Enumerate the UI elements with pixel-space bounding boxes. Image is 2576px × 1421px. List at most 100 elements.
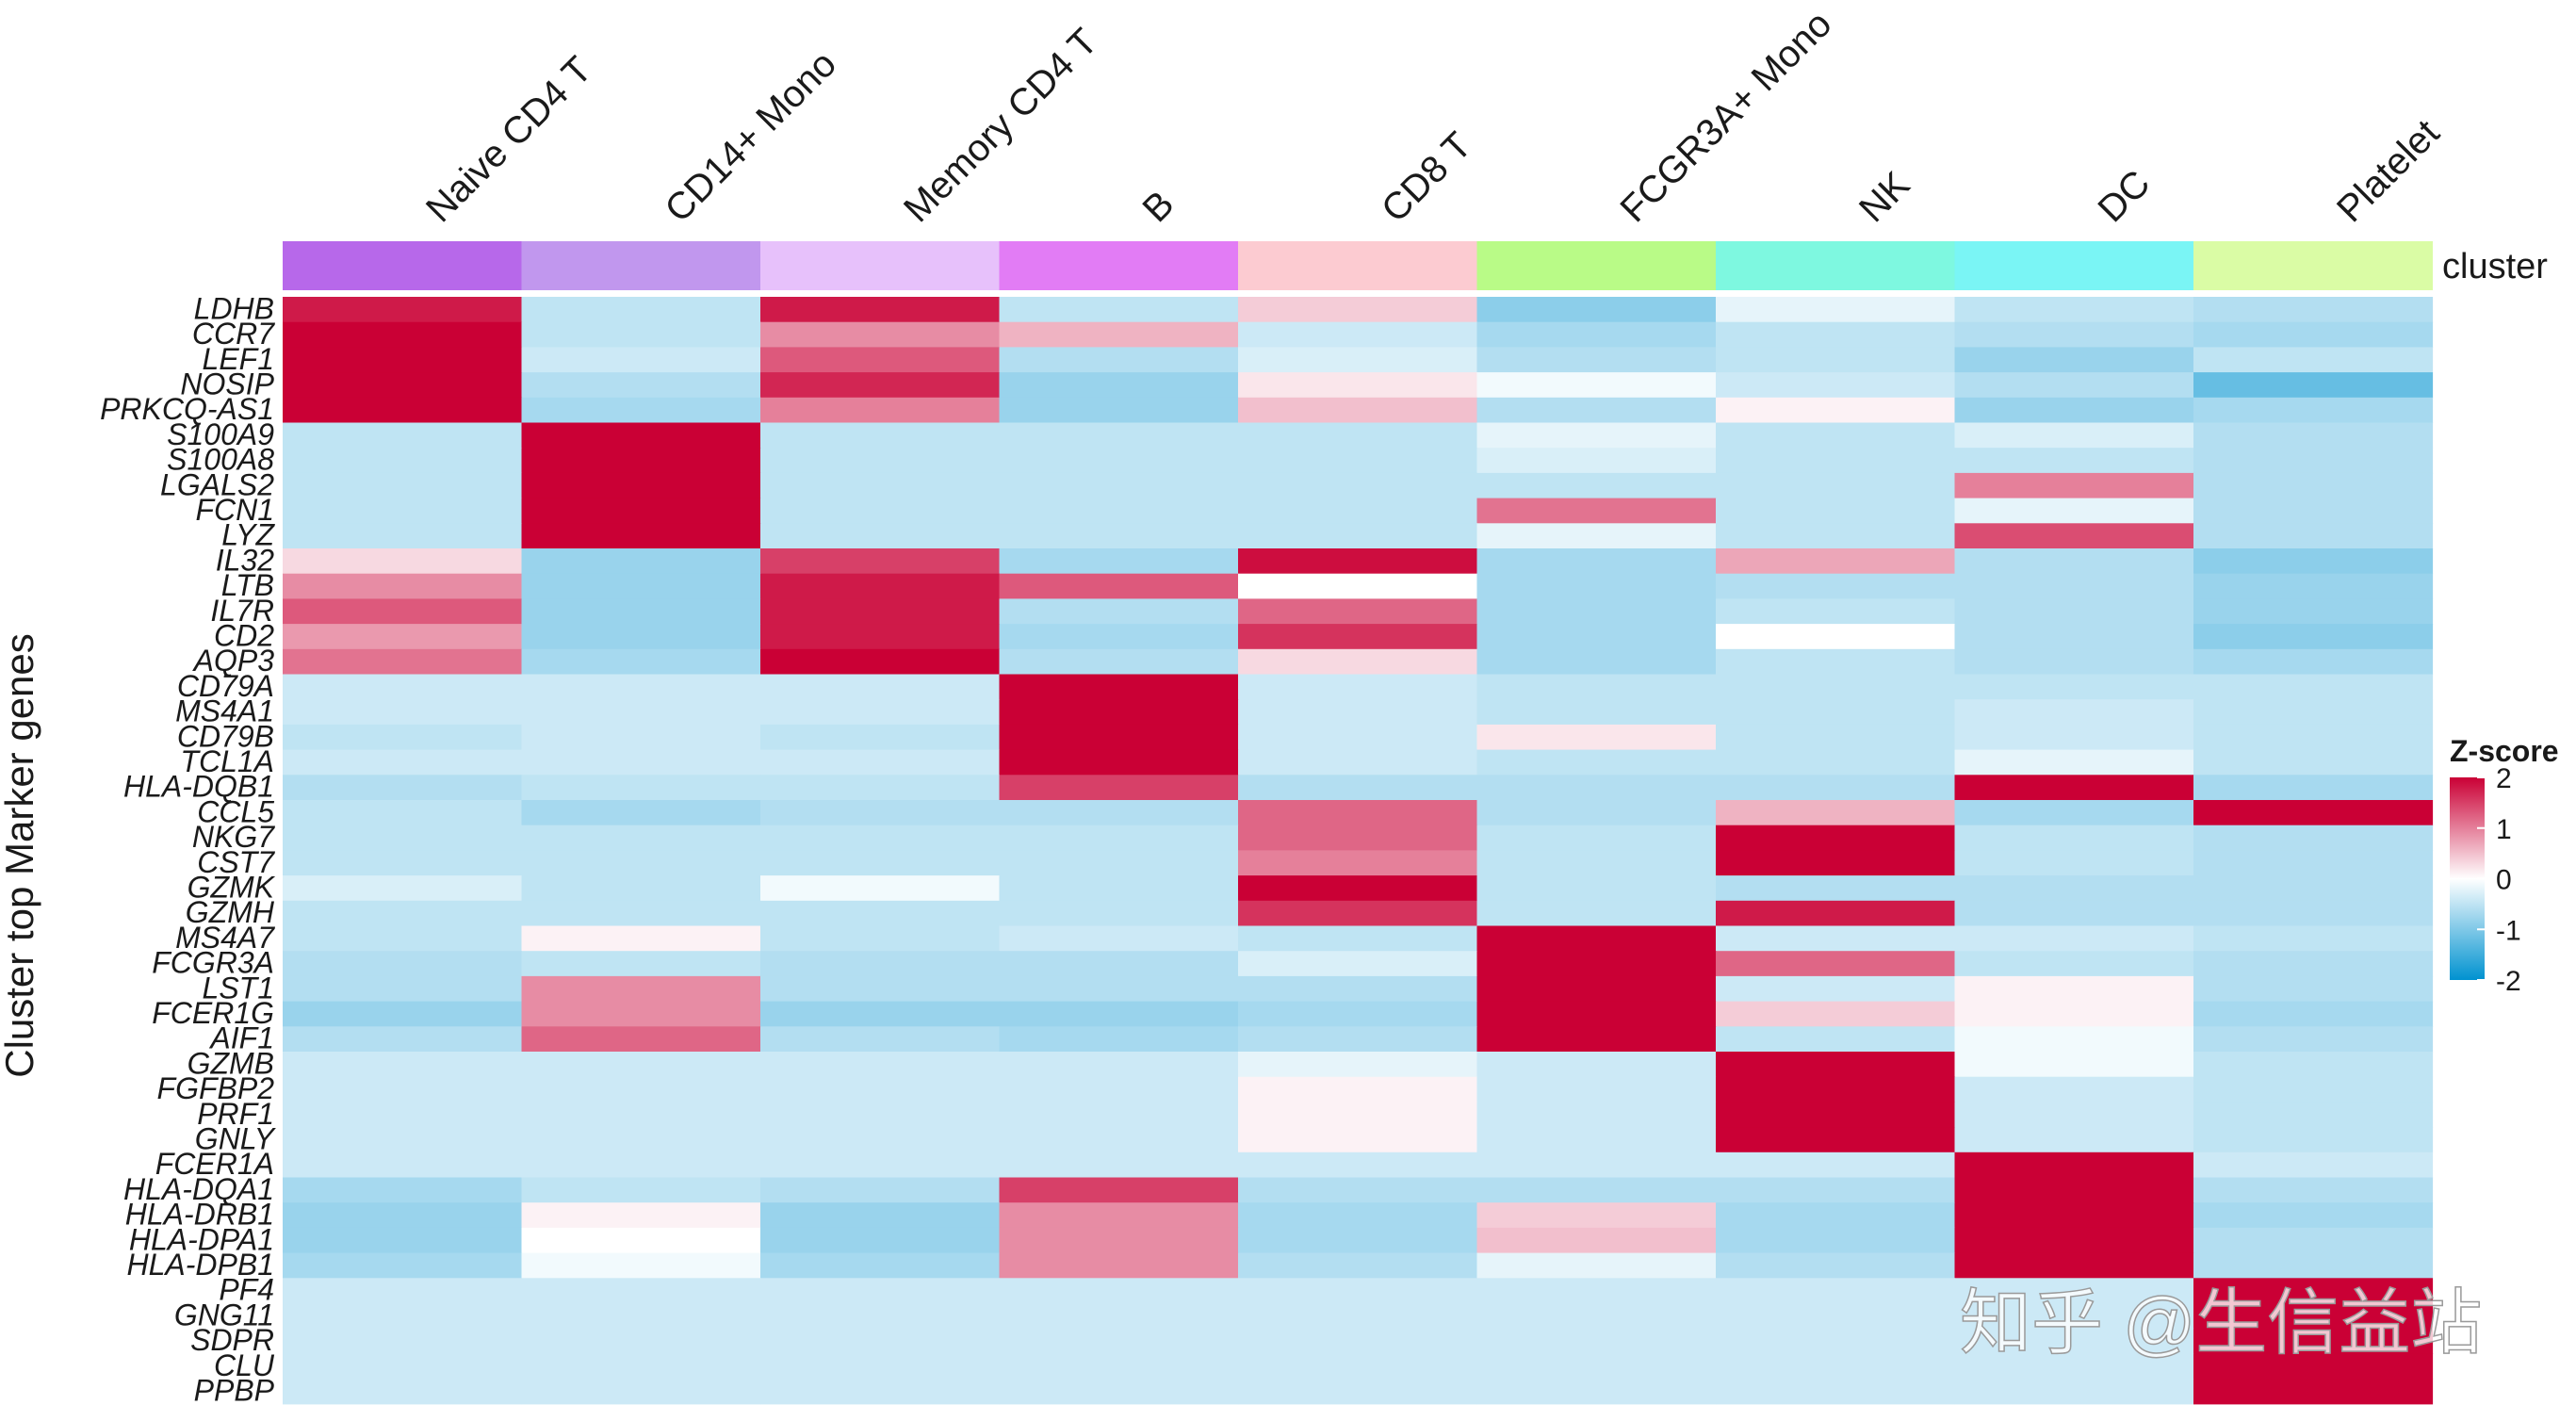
legend-tick-label: 1 — [2496, 814, 2512, 845]
cell-hla-dqa1-cd14-mono — [521, 1177, 761, 1203]
cell-lst1-fcgr3a-mono — [1476, 975, 1717, 1003]
cell-lst1-b — [999, 975, 1239, 1003]
cell-ms4a1-fcgr3a-mono — [1476, 699, 1717, 726]
cell-cst7-cd8-t — [1238, 850, 1478, 876]
cell-lst1-nk — [1716, 975, 1956, 1003]
cell-hla-dpa1-cd8-t — [1238, 1227, 1478, 1254]
cell-lst1-memory-cd4-t — [760, 975, 1001, 1003]
cell-prf1-cd8-t — [1238, 1102, 1478, 1128]
cell-ms4a7-memory-cd4-t — [760, 925, 1001, 952]
cell-ltb-b — [999, 573, 1239, 599]
cell-ltb-fcgr3a-mono — [1476, 573, 1717, 599]
cell-ccr7-platelet — [2193, 321, 2434, 348]
cell-nosip-cd14-mono — [521, 372, 761, 399]
cell-gng11-b — [999, 1303, 1239, 1330]
cell-s100a8-memory-cd4-t — [760, 448, 1001, 474]
gene-label-s100a9: S100A9 — [167, 417, 274, 451]
cell-ms4a1-naive-cd4-t — [283, 699, 523, 726]
cell-s100a9-dc — [1954, 422, 2194, 449]
cell-nkg7-nk — [1716, 825, 1956, 851]
cell-hla-drb1-naive-cd4-t — [283, 1202, 523, 1229]
cell-cst7-dc — [1954, 850, 2194, 876]
gene-label-pf4: PF4 — [219, 1273, 274, 1307]
cell-clu-dc — [1954, 1353, 2194, 1380]
cell-cd79a-dc — [1954, 674, 2194, 700]
cell-gzmk-b — [999, 875, 1239, 902]
gene-label-fcn1: FCN1 — [195, 493, 274, 527]
cell-fcn1-nk — [1716, 498, 1956, 524]
cell-gzmb-nk — [1716, 1052, 1956, 1078]
cell-ms4a7-b — [999, 925, 1239, 952]
cell-ldhb-memory-cd4-t — [760, 297, 1001, 323]
cell-nkg7-naive-cd4-t — [283, 825, 523, 851]
cell-fgfbp2-nk — [1716, 1076, 1956, 1102]
cell-hla-dpa1-memory-cd4-t — [760, 1227, 1001, 1254]
cell-cd79b-nk — [1716, 724, 1956, 751]
cell-ppbp-naive-cd4-t — [283, 1379, 523, 1405]
cell-ltb-naive-cd4-t — [283, 573, 523, 599]
heatmap-cells — [283, 297, 2434, 1405]
cluster-color-memory-cd4-t — [760, 241, 1000, 290]
cell-lgals2-cd14-mono — [521, 472, 761, 499]
cell-il7r-cd14-mono — [521, 598, 761, 625]
cell-ltb-memory-cd4-t — [760, 573, 1001, 599]
cell-pf4-naive-cd4-t — [283, 1278, 523, 1304]
cell-cd79b-dc — [1954, 724, 2194, 751]
column-labels: Naive CD4 T CD14+ Mono Memory CD4 T B CD8 T F… — [418, 3, 2447, 230]
cell-cd79a-memory-cd4-t — [760, 674, 1001, 700]
cell-fcgr3a-cd8-t — [1238, 951, 1478, 977]
cell-gng11-cd8-t — [1238, 1303, 1478, 1330]
cell-cd79a-fcgr3a-mono — [1476, 674, 1717, 700]
cell-hla-dpa1-fcgr3a-mono — [1476, 1227, 1717, 1254]
cell-hla-drb1-platelet — [2193, 1202, 2434, 1229]
cluster-color-platelet — [2193, 241, 2433, 290]
gene-label-lst1: LST1 — [203, 971, 274, 1004]
cell-fgfbp2-cd8-t — [1238, 1076, 1478, 1102]
cell-ldhb-platelet — [2193, 297, 2434, 323]
cell-ms4a7-dc — [1954, 925, 2194, 952]
cell-hla-drb1-memory-cd4-t — [760, 1202, 1001, 1229]
cell-prkcq-as1-cd8-t — [1238, 397, 1478, 424]
cell-aif1-fcgr3a-mono — [1476, 1026, 1717, 1053]
cell-lgals2-platelet — [2193, 472, 2434, 499]
cell-hla-dpb1-naive-cd4-t — [283, 1252, 523, 1279]
cell-gzmk-cd8-t — [1238, 875, 1478, 902]
cell-prf1-cd14-mono — [521, 1102, 761, 1128]
cell-hla-dqa1-dc — [1954, 1177, 2194, 1203]
cell-sdpr-platelet — [2193, 1328, 2434, 1354]
cell-tcl1a-platelet — [2193, 749, 2434, 776]
cell-nosip-fcgr3a-mono — [1476, 372, 1717, 399]
cell-ccl5-nk — [1716, 800, 1956, 826]
cell-pf4-memory-cd4-t — [760, 1278, 1001, 1304]
cell-hla-dqb1-dc — [1954, 775, 2194, 801]
gene-label-cd2: CD2 — [214, 618, 274, 652]
cell-hla-dpb1-dc — [1954, 1252, 2194, 1279]
cell-gzmk-fcgr3a-mono — [1476, 875, 1717, 902]
cell-gng11-fcgr3a-mono — [1476, 1303, 1717, 1330]
cell-ldhb-naive-cd4-t — [283, 297, 523, 323]
cell-aif1-nk — [1716, 1026, 1956, 1053]
cell-hla-drb1-b — [999, 1202, 1239, 1229]
cell-gzmh-naive-cd4-t — [283, 900, 523, 927]
cell-ppbp-nk — [1716, 1379, 1956, 1405]
cell-lef1-cd8-t — [1238, 347, 1478, 373]
cell-cd79b-platelet — [2193, 724, 2434, 751]
cell-pf4-platelet — [2193, 1278, 2434, 1304]
cell-hla-drb1-cd14-mono — [521, 1202, 761, 1229]
gene-label-fgfbp2: FGFBP2 — [157, 1071, 275, 1105]
cell-ccl5-naive-cd4-t — [283, 800, 523, 826]
cell-s100a9-nk — [1716, 422, 1956, 449]
cell-cd79b-naive-cd4-t — [283, 724, 523, 751]
cell-ppbp-memory-cd4-t — [760, 1379, 1001, 1405]
cell-ms4a7-cd8-t — [1238, 925, 1478, 952]
cell-fcgr3a-dc — [1954, 951, 2194, 977]
cell-aqp3-naive-cd4-t — [283, 648, 523, 676]
cell-aif1-b — [999, 1026, 1239, 1053]
cell-gzmh-dc — [1954, 900, 2194, 927]
column-label-nk: NK — [1851, 164, 1918, 231]
gene-label-ltb: LTB — [221, 568, 274, 602]
gene-labels: LDHBCCR7LEF1NOSIPPRKCQ-AS1S100A9S100A8LG… — [100, 291, 277, 1407]
gene-label-hla-dqb1: HLA-DQB1 — [123, 770, 274, 804]
column-label-cd14-mono: CD14+ Mono — [658, 43, 845, 231]
cell-cst7-b — [999, 850, 1239, 876]
